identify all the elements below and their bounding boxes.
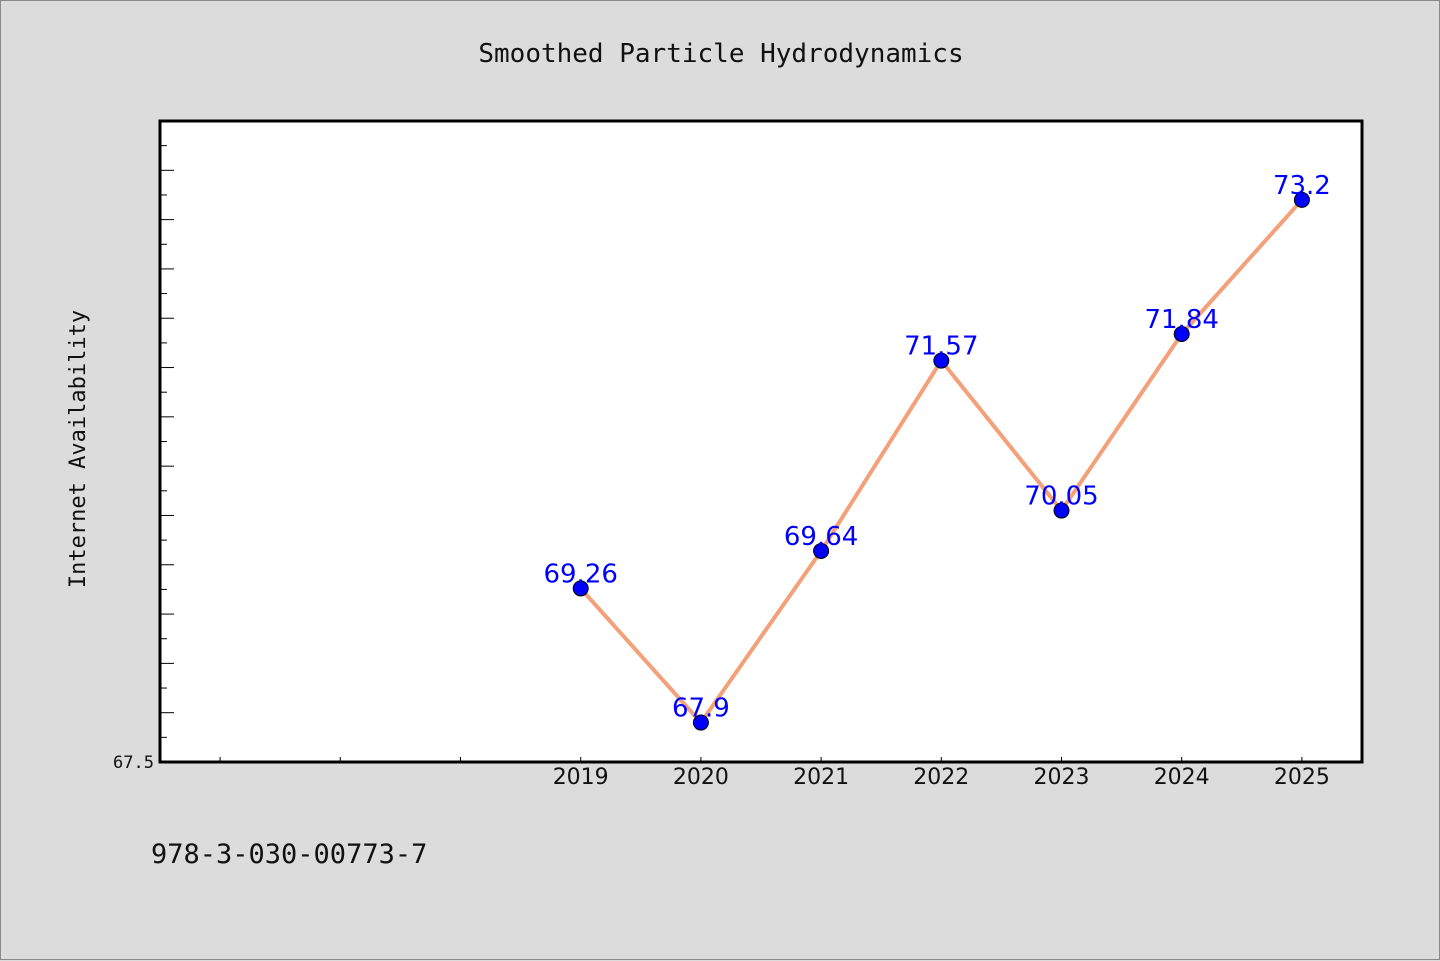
data-label: 71.84 — [1144, 305, 1218, 335]
data-point — [813, 542, 830, 559]
data-point — [1293, 191, 1310, 208]
x-axis-ticks: 2019 2020 2021 2022 2023 2024 2025 — [219, 757, 1330, 790]
x-tick-label: 2024 — [1154, 765, 1210, 790]
data-label: 67.9 — [672, 694, 730, 724]
data-label: 69.64 — [784, 522, 858, 552]
y-axis-ticks: 67.5 — [113, 120, 174, 773]
data-point — [692, 714, 709, 731]
y-axis-label: Internet Availability — [66, 310, 91, 588]
isbn-footer: 978-3-030-00773-7 — [151, 839, 427, 870]
x-tick-label: 2019 — [553, 765, 609, 790]
data-label: 71.57 — [904, 332, 978, 362]
data-label: 73.2 — [1273, 171, 1331, 201]
x-tick-label: 2020 — [673, 765, 729, 790]
x-tick-label: 2022 — [913, 765, 969, 790]
x-tick-label: 2025 — [1274, 765, 1330, 790]
data-point — [933, 352, 950, 369]
plot-area — [158, 119, 1364, 764]
data-point — [1053, 502, 1070, 519]
x-tick-label: 2023 — [1034, 765, 1090, 790]
data-point — [572, 580, 589, 597]
data-point — [1173, 326, 1190, 343]
line-series — [572, 191, 1310, 731]
y-tick-label: 67.5 — [113, 753, 154, 773]
chart-title: Smoothed Particle Hydrodynamics — [478, 39, 963, 69]
data-label: 70.05 — [1024, 482, 1098, 512]
data-labels: 69.26 67.9 69.64 71.57 70.05 71.84 73.2 — [543, 171, 1330, 724]
data-label: 69.26 — [543, 559, 617, 589]
x-tick-label: 2021 — [793, 765, 849, 790]
